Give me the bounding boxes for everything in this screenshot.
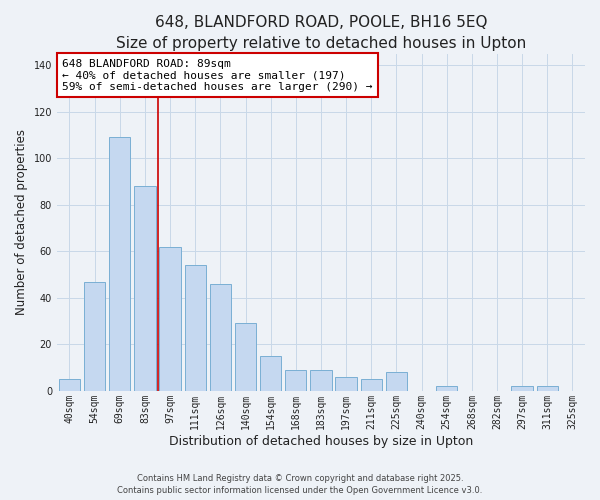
Bar	[160, 246, 181, 391]
Bar	[235, 324, 256, 391]
Bar	[260, 356, 281, 391]
Bar	[185, 266, 206, 391]
Text: 648 BLANDFORD ROAD: 89sqm
← 40% of detached houses are smaller (197)
59% of semi: 648 BLANDFORD ROAD: 89sqm ← 40% of detac…	[62, 58, 373, 92]
Bar	[84, 282, 106, 391]
Title: 648, BLANDFORD ROAD, POOLE, BH16 5EQ
Size of property relative to detached house: 648, BLANDFORD ROAD, POOLE, BH16 5EQ Siz…	[116, 15, 526, 51]
Bar	[361, 380, 382, 391]
Bar	[109, 138, 130, 391]
Bar	[134, 186, 155, 391]
Bar	[536, 386, 558, 391]
Bar	[59, 380, 80, 391]
Bar	[285, 370, 307, 391]
Bar	[310, 370, 332, 391]
Y-axis label: Number of detached properties: Number of detached properties	[15, 129, 28, 315]
Bar	[436, 386, 457, 391]
Bar	[335, 377, 357, 391]
Bar	[209, 284, 231, 391]
Bar	[511, 386, 533, 391]
Bar	[386, 372, 407, 391]
Text: Contains HM Land Registry data © Crown copyright and database right 2025.
Contai: Contains HM Land Registry data © Crown c…	[118, 474, 482, 495]
X-axis label: Distribution of detached houses by size in Upton: Distribution of detached houses by size …	[169, 434, 473, 448]
